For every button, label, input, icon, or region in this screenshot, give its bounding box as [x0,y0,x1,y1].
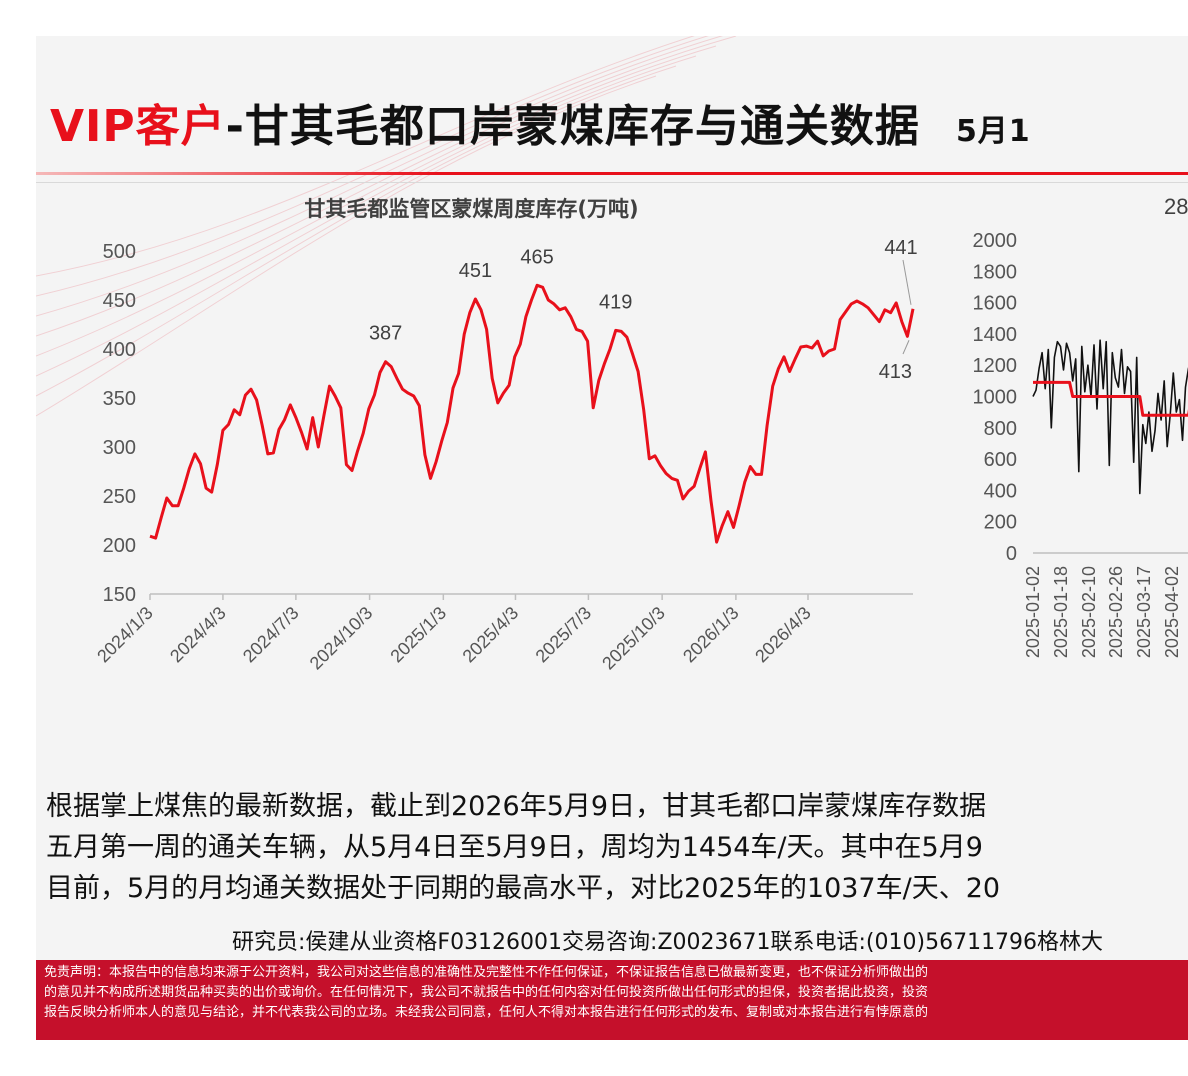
y-tick-label: 1200 [973,355,1018,377]
title-date: 5月1 [955,114,1031,149]
y-tick-label: 350 [103,388,136,410]
data-label: 441 [884,237,917,259]
title-vip: VIP客户 [50,101,226,152]
commentary-line: 目前，5月的月均通关数据处于同期的最高水平，对比2025年的1037车/天、20 [46,873,1001,904]
data-label: 465 [520,246,553,268]
y-tick-label: 1400 [973,324,1018,346]
title-divider [36,172,1188,175]
page-title: VIP客户-甘其毛都口岸蒙煤库存与通关数据 5月1 [50,90,1031,154]
y-tick-label: 500 [103,241,136,263]
commentary-line: 五月第一周的通关车辆，从5月4日至5月9日，周均为1454车/天。其中在5月9 [46,832,983,863]
data-label: 419 [599,291,632,313]
researcher-info: 研究员:侯建从业资格F03126001交易咨询:Z0023671联系电话:(01… [232,930,1104,955]
y-tick-label: 250 [103,486,136,508]
y-tick-label: 450 [103,290,136,312]
y-tick-label: 1600 [973,293,1018,315]
inventory-series-line [149,283,915,544]
x-tick-label: 2025-04-02 [1162,566,1182,658]
x-tick-label: 2025-01-18 [1051,566,1071,658]
x-tick-label: 2025-03-17 [1134,566,1154,658]
data-label: 451 [459,260,492,282]
y-tick-label: 600 [984,449,1017,471]
slide: VIP客户-甘其毛都口岸蒙煤库存与通关数据 5月1 甘其毛都监管区蒙煤周度库存(万… [36,36,1188,1040]
y-tick-label: 0 [1006,543,1017,565]
y-tick-label: 400 [103,339,136,361]
data-label: 413 [879,361,912,383]
x-tick-label: 2025-01-02 [1023,566,1043,658]
customs-chart: 28 0 200 400 600 800 1000 1200 1400 1600 1800 2000 2… [973,194,1188,658]
y-tick-label: 1000 [973,387,1018,409]
inventory-chart: 甘其毛都监管区蒙煤周度库存(万吨) 150 200 250 300 350 400 450 50… [93,197,918,673]
y-tick-label: 400 [984,480,1017,502]
title-main: -甘其毛都口岸蒙煤库存与通关数据 [225,101,920,152]
y-tick-label: 1800 [973,261,1018,283]
chart-title: 甘其毛都监管区蒙煤周度库存(万吨) [304,197,638,221]
y-tick-label: 800 [984,418,1017,440]
commentary-line: 根据掌上煤焦的最新数据，截止到2026年5月9日，甘其毛都口岸蒙煤库存数据 [46,791,987,822]
y-tick-label: 2000 [973,230,1018,252]
disclaimer-line: 的意见并不构成所述期货品种买卖的出价或询价。在任何情况下，我公司不就报告中的任何… [44,985,929,1000]
y-tick-label: 300 [103,437,136,459]
daily-series-line [1032,339,1188,495]
disclaimer-line: 免责声明：本报告中的信息均来源于公开资料，我公司对这些信息的准确性及完整性不作任… [44,965,929,980]
commentary: 根据掌上煤焦的最新数据，截止到2026年5月9日，甘其毛都口岸蒙煤库存数据 五月… [46,786,1000,909]
average-series-line [1033,380,1188,417]
chart-title: 28 [1164,194,1188,219]
y-tick-label: 200 [984,512,1017,534]
y-tick-label: 150 [103,584,136,606]
x-tick-label: 2025-02-10 [1079,566,1099,658]
title-divider-secondary [36,182,1188,183]
x-tick-label: 2025-02-26 [1106,566,1126,658]
disclaimer-line: 报告反映分析师本人的意见与结论，并不代表我公司的立场。未经我公司同意，任何人不得… [44,1005,929,1020]
disclaimer-footer: 免责声明：本报告中的信息均来源于公开资料，我公司对这些信息的准确性及完整性不作任… [36,960,1188,1040]
leader-line-413 [902,340,910,355]
y-tick-label: 200 [103,535,136,557]
data-label: 387 [369,323,402,345]
leader-line-441 [902,259,912,305]
